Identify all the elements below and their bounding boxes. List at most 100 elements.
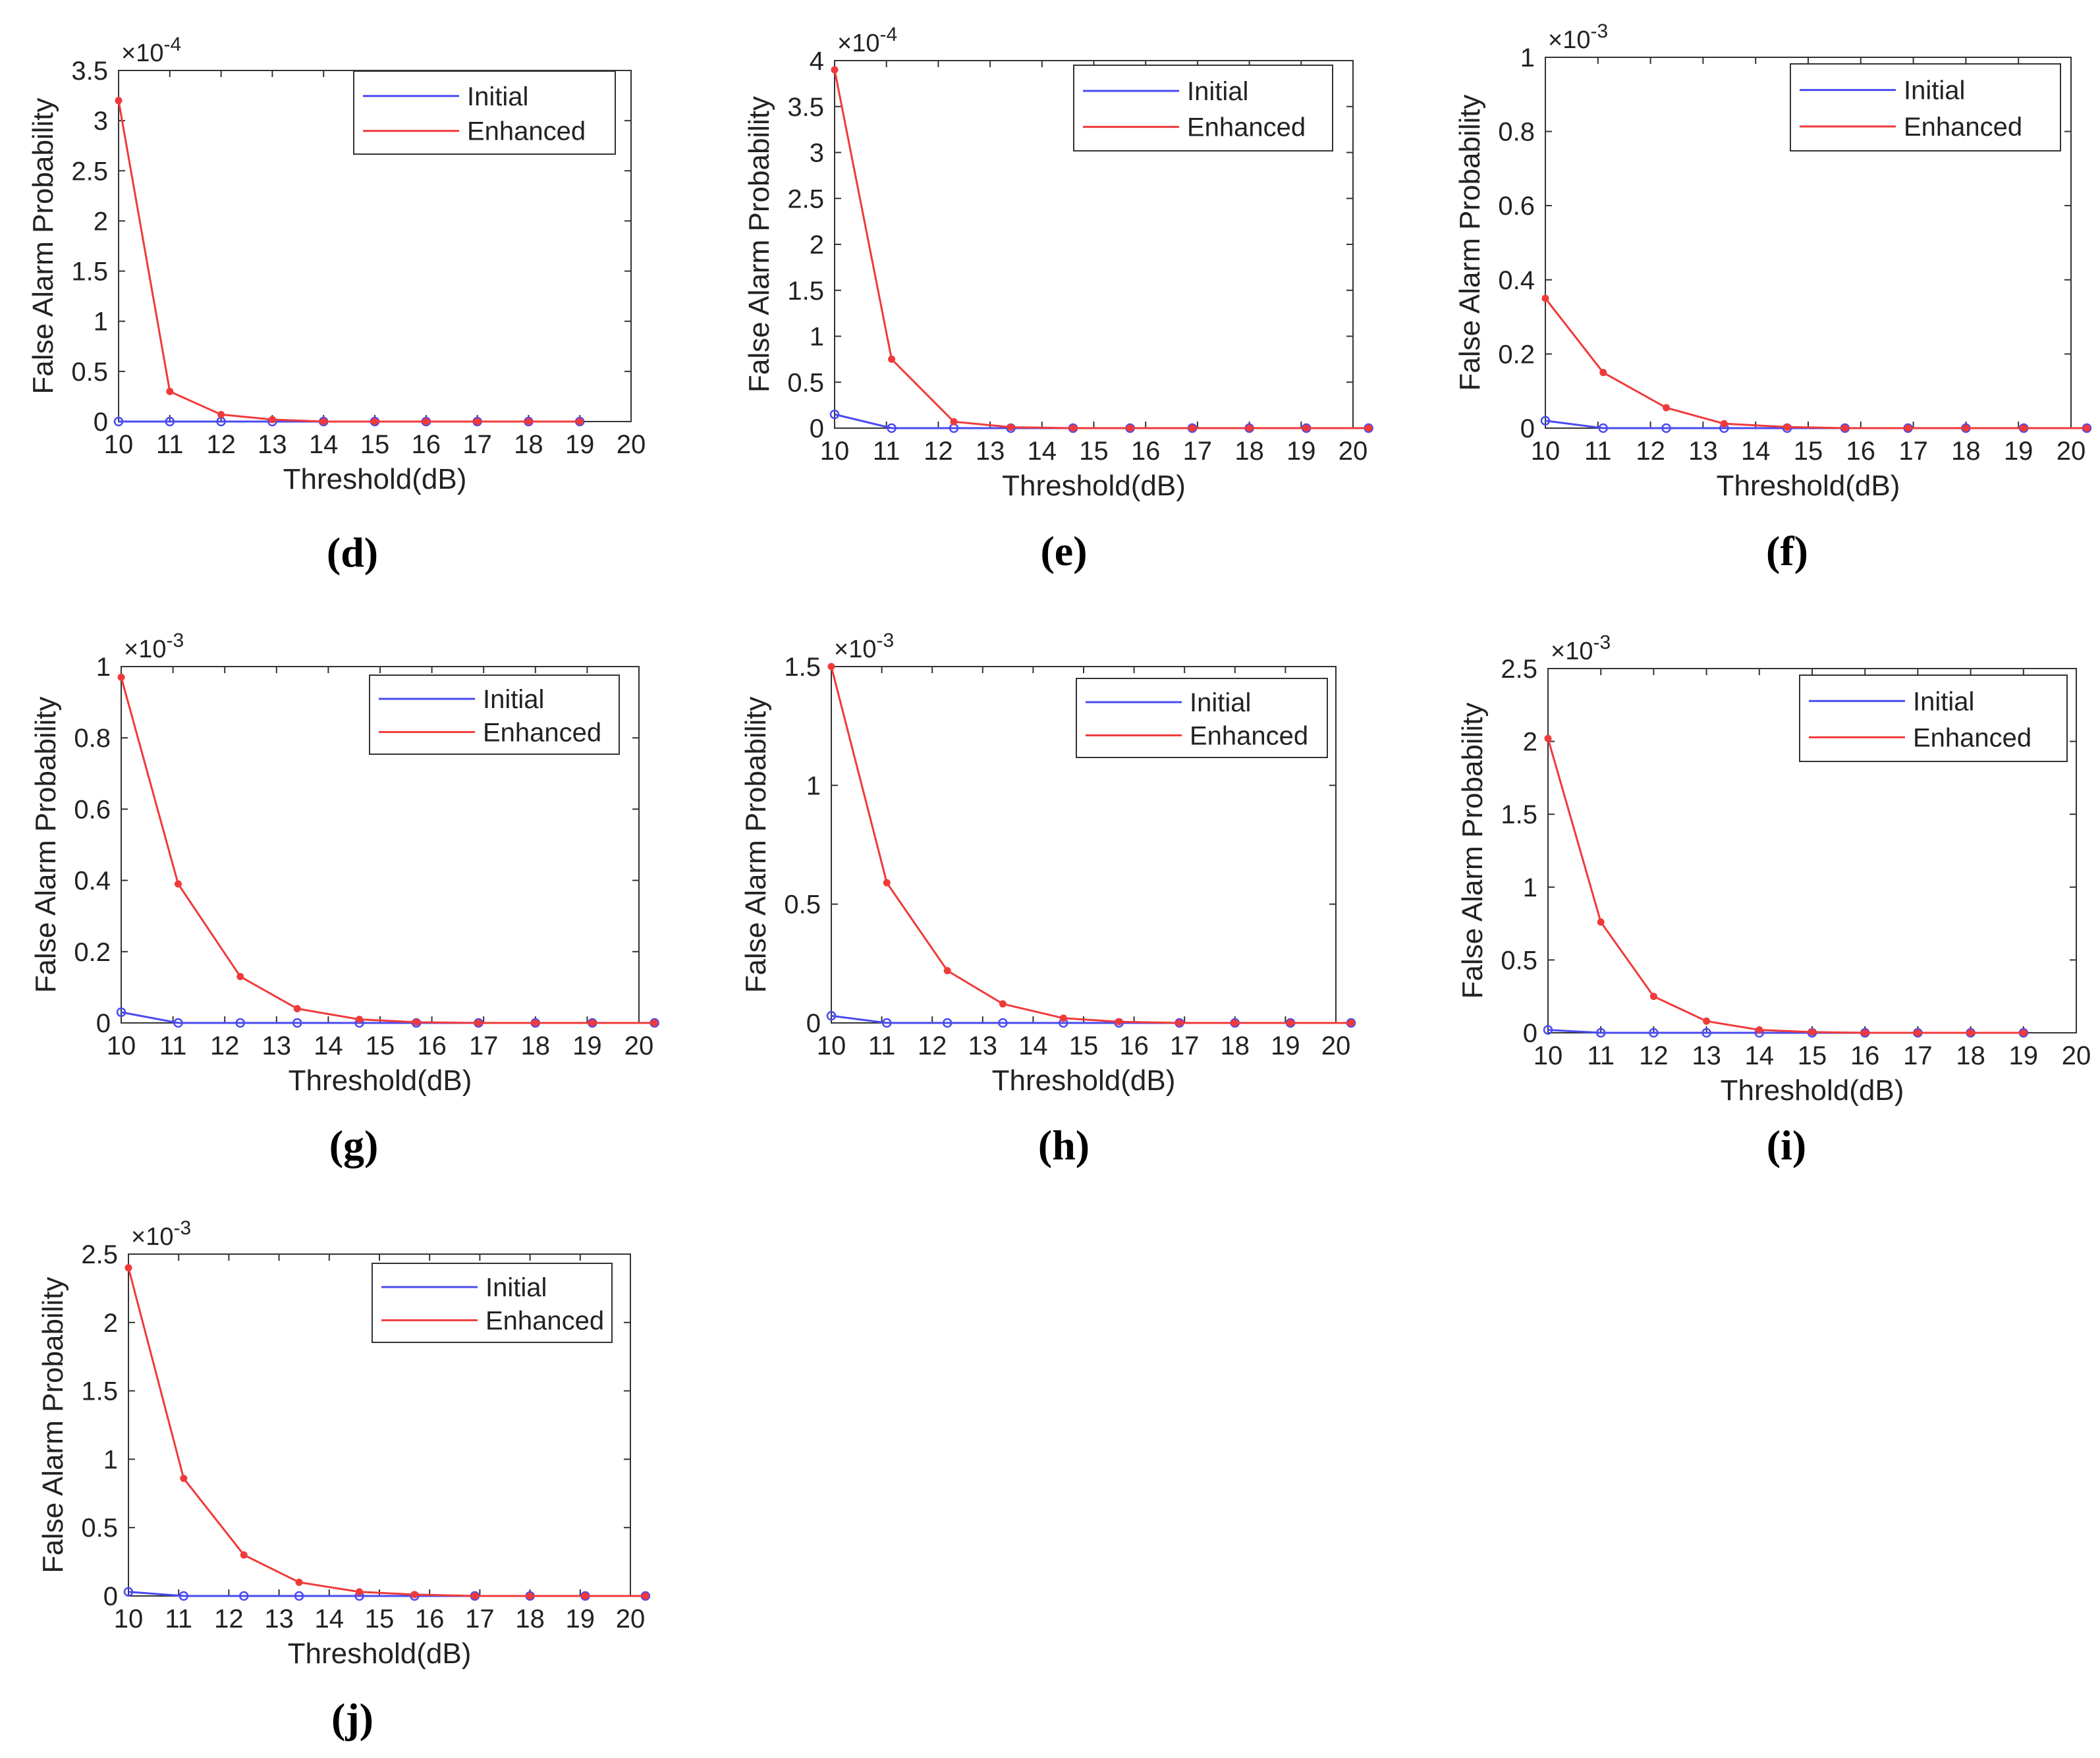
enhanced-point [166,387,174,395]
exponent-label: ×10-4 [121,34,181,67]
legend-box [1790,63,2061,151]
panel-caption: (h) [1038,1122,1090,1168]
legend-box [1076,678,1328,758]
x-tick-label: 14 [1018,1031,1048,1060]
exponent-power: -3 [1590,20,1608,42]
x-axis-label: Threshold(dB) [289,1064,472,1097]
y-tick-label: 2 [94,207,108,236]
exponent-label: ×10-3 [131,1217,191,1251]
x-tick-label: 13 [968,1031,998,1060]
x-tick-label: 19 [572,1031,602,1060]
legend-label-initial: Initial [483,685,544,714]
x-tick-label: 15 [1069,1031,1099,1060]
x-tick-label: 16 [412,430,441,459]
exponent-power: -3 [1593,632,1611,653]
initial-point [1598,423,1609,433]
y-tick-label: 0.5 [1501,946,1537,975]
y-tick-label: 0.4 [74,867,111,896]
legend-label-enhanced: Enhanced [485,1306,604,1335]
x-tick-label: 14 [1745,1041,1775,1070]
y-tick-label: 0.8 [74,724,111,753]
exponent-base: ×10 [131,1223,173,1251]
x-tick-label: 19 [1286,437,1316,466]
enhanced-point [422,418,430,426]
enhanced-point [1841,424,1849,432]
exponent-power: -4 [163,34,181,55]
x-tick-label: 12 [206,430,236,459]
y-tick-label: 0 [94,408,108,437]
enhanced-point [356,1588,364,1596]
y-tick-label: 1 [103,1445,118,1474]
y-tick-label: 0.5 [81,1514,118,1543]
x-tick-label: 17 [1898,437,1928,466]
enhanced-point [1246,424,1254,432]
x-tick-label: 15 [366,1031,395,1060]
enhanced-point [1597,918,1605,926]
legend-label-initial: Initial [1904,76,1965,105]
enhanced-point [1302,424,1310,432]
exponent-base: ×10 [124,636,166,663]
enhanced-point [1861,1029,1869,1037]
legend-box [353,70,616,155]
enhanced-point [2020,1029,2028,1037]
initial-point [165,416,175,427]
initial-point [173,1018,183,1028]
enhanced-point [1914,1029,1921,1037]
enhanced-line [120,676,655,1024]
x-tick-label: 10 [104,430,134,459]
x-tick-label: 10 [820,437,850,466]
x-tick-label: 15 [1798,1041,1827,1070]
legend-label-initial: Initial [485,1273,547,1302]
panel-caption: (g) [329,1122,379,1168]
x-tick-label: 18 [515,1605,545,1634]
x-tick-label: 17 [462,430,492,459]
x-tick-label: 18 [1951,437,1981,466]
x-tick-label: 20 [617,430,646,459]
enhanced-point [217,410,225,418]
x-tick-label: 10 [107,1031,136,1060]
y-tick-label: 2.5 [71,157,108,186]
exponent-label: ×10-3 [1551,632,1611,665]
enhanced-point [1703,1017,1711,1025]
enhanced-point [651,1019,659,1027]
initial-point [826,1010,837,1021]
enhanced-point [576,418,584,426]
x-tick-label: 18 [1234,437,1264,466]
x-tick-label: 11 [1584,437,1612,466]
enhanced-point [124,1264,132,1272]
y-axis-label: False Alarm Probability [1456,703,1489,999]
chart-panel: 10 11 12 13 14 15 16 17 18 19 20 0 0.5 1 1.5 2 2.5 ×10-3 T… [1456,632,2091,1168]
x-tick-label: 14 [314,1031,343,1060]
panel-caption: (e) [1040,528,1087,574]
enhanced-line [830,666,1351,1024]
y-tick-label: 2.5 [81,1240,118,1269]
y-tick-label: 0.2 [1498,340,1535,369]
x-tick-label: 10 [114,1605,144,1634]
x-tick-label: 19 [1271,1031,1300,1060]
legend: Initial Enhanced [353,70,616,155]
y-tick-label: 0.6 [74,795,111,824]
legend: Initial Enhanced [369,674,620,755]
x-tick-label: 16 [415,1605,445,1634]
chart-panel: 10 11 12 13 14 15 16 17 18 19 20 0 0.5 1 1.5 2 2.5 ×10-3 T… [37,1217,651,1742]
enhanced-point [1176,1019,1184,1027]
initial-point [235,1018,246,1028]
enhanced-point [588,1019,596,1027]
initial-point [123,1587,134,1597]
enhanced-point [2083,424,2091,432]
enhanced-point [1059,1014,1067,1022]
x-tick-label: 11 [159,1031,187,1060]
y-tick-label: 0.8 [1498,118,1535,147]
x-axis-label: Threshold(dB) [288,1637,472,1670]
legend: Initial Enhanced [1076,678,1328,758]
legend-label-enhanced: Enhanced [1190,721,1308,750]
enhanced-point [293,1004,301,1012]
x-axis-label: Threshold(dB) [1002,470,1186,502]
legend: Initial Enhanced [372,1263,613,1343]
enhanced-point [474,1019,482,1027]
x-tick-label: 15 [360,430,390,459]
enhanced-point [117,673,125,681]
legend-label-initial: Initial [1187,77,1248,106]
x-tick-label: 12 [918,1031,947,1060]
